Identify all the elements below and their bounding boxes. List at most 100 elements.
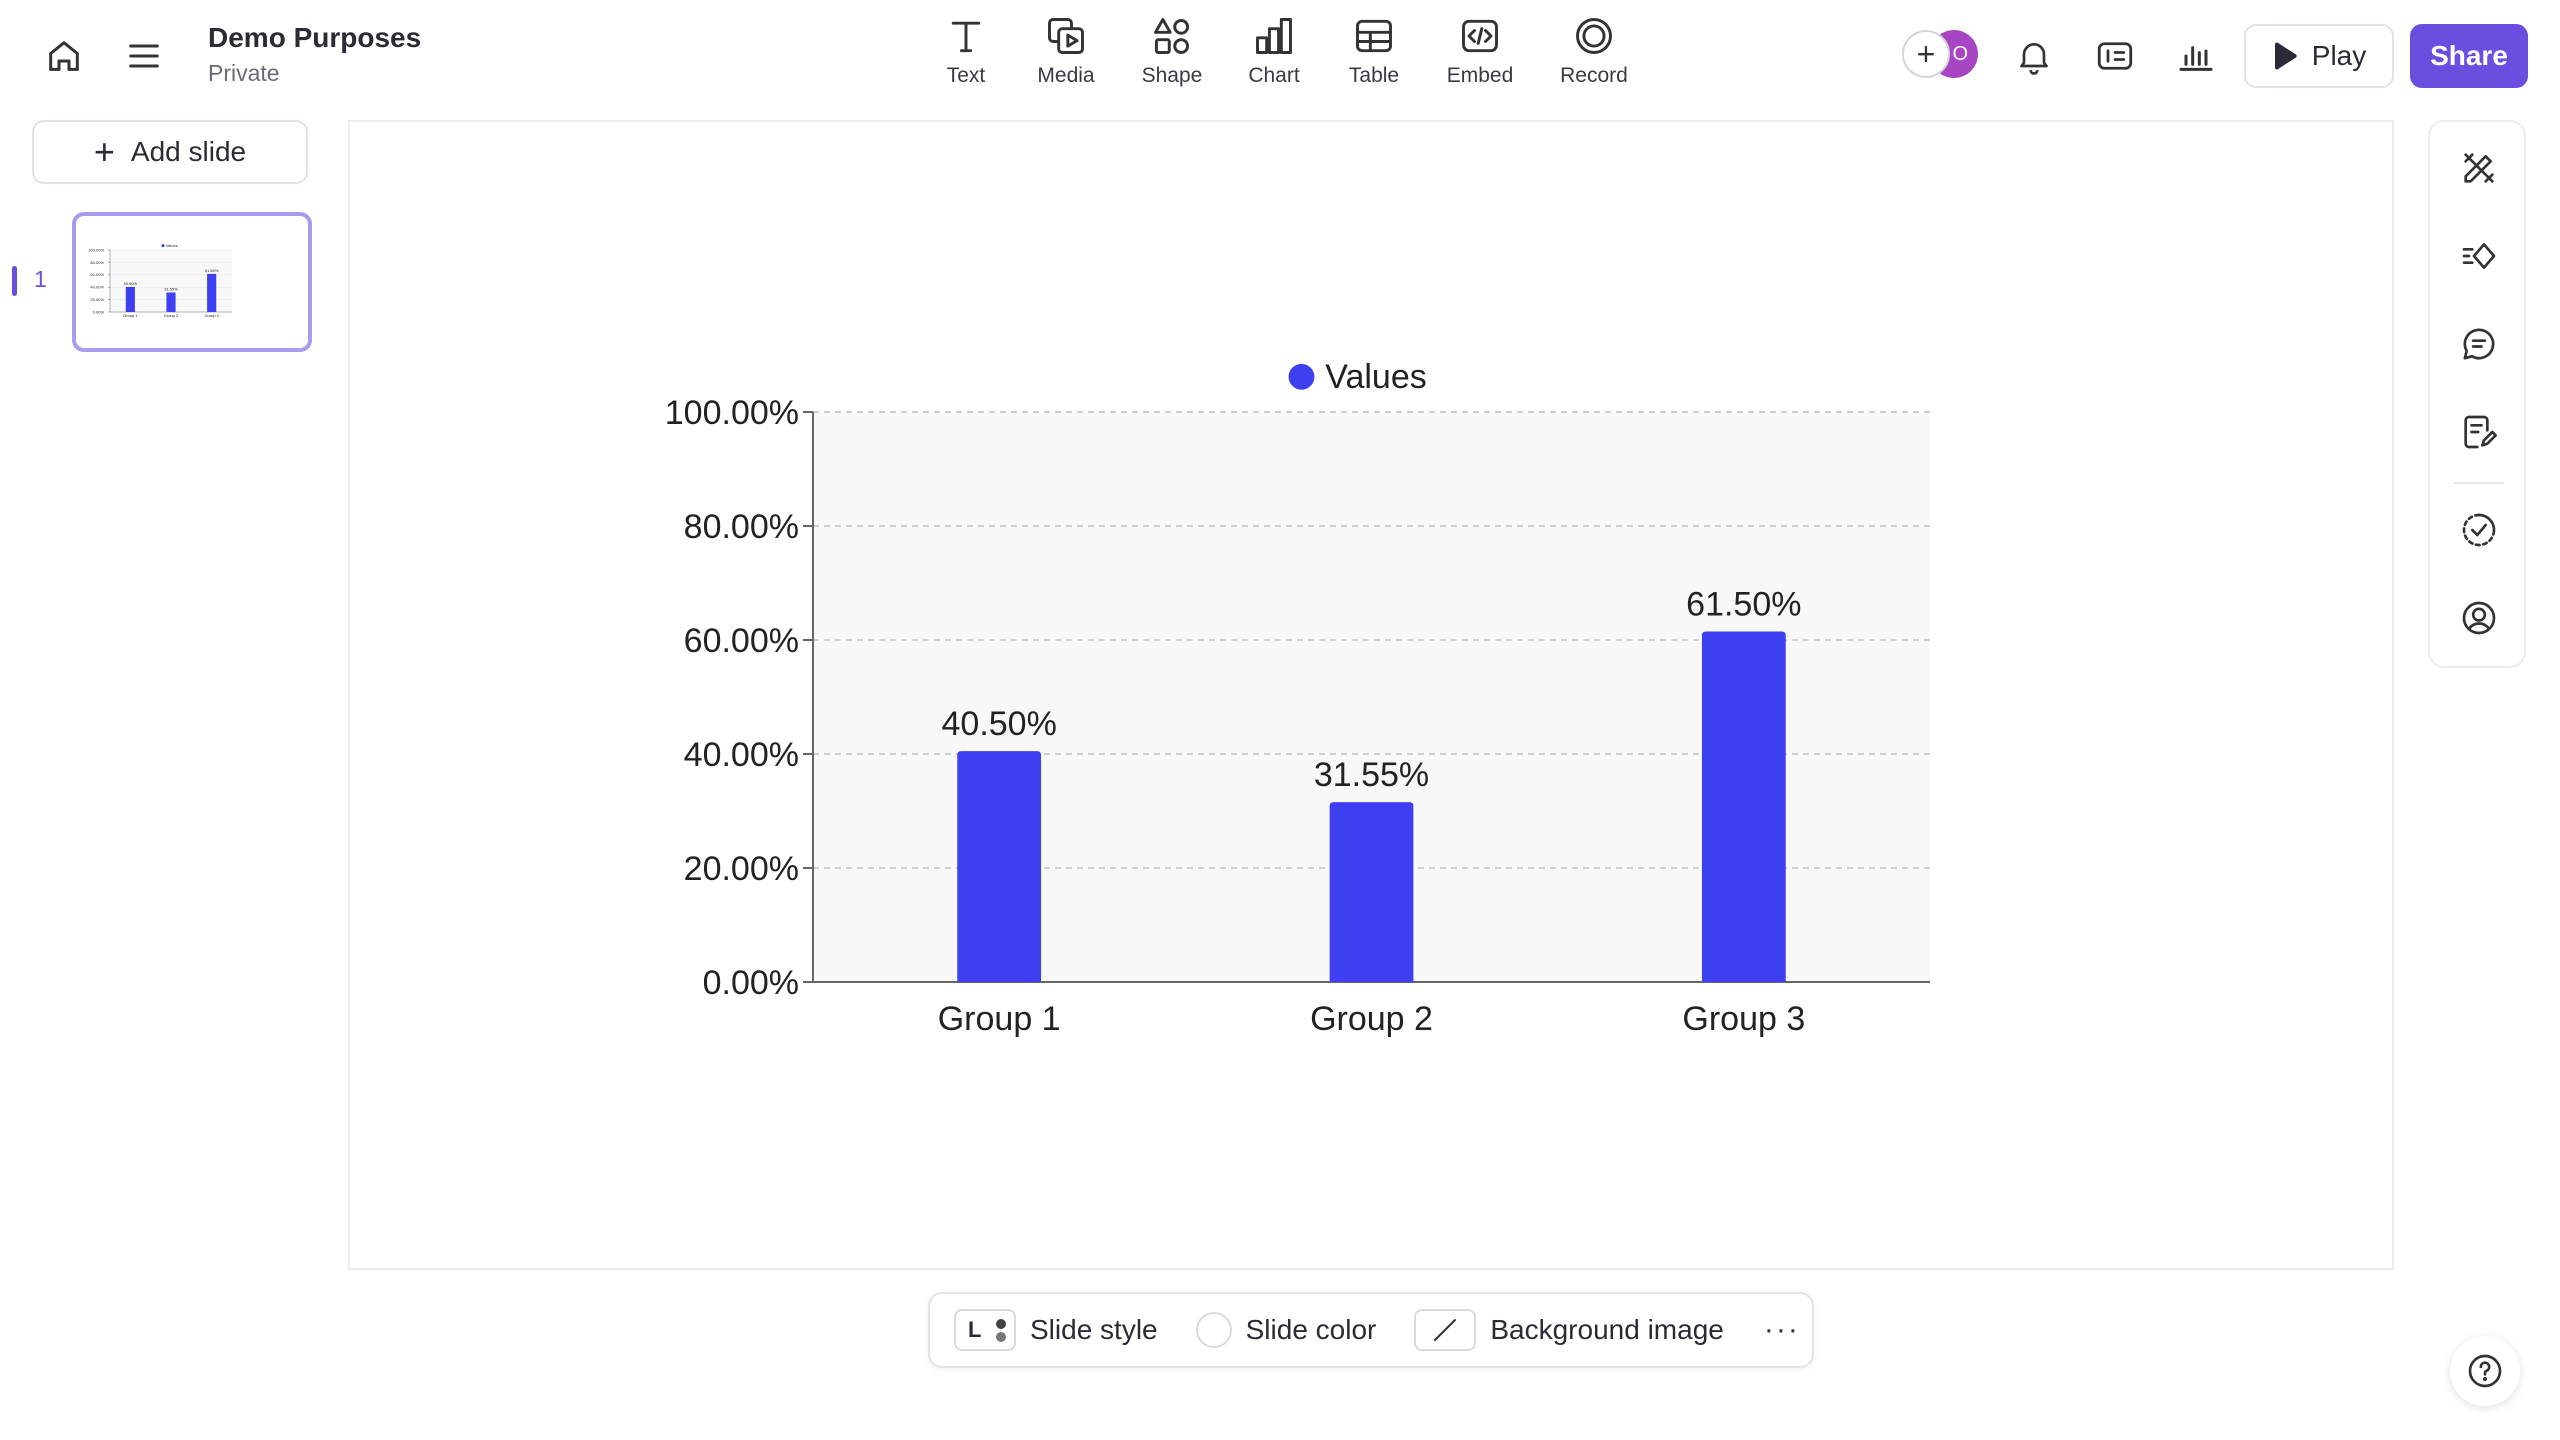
document-title[interactable]: Demo Purposes bbox=[208, 22, 422, 53]
tool-shape[interactable]: Shape bbox=[1134, 14, 1210, 98]
embed-code-icon bbox=[1462, 19, 1498, 53]
play-label: Play bbox=[2311, 40, 2367, 71]
y-tick-label: 100.00% bbox=[88, 247, 104, 252]
y-tick-label: 0.00% bbox=[93, 309, 105, 314]
bar bbox=[125, 286, 135, 312]
add-slide-label: Add slide bbox=[130, 136, 247, 167]
help-icon bbox=[2468, 1354, 2502, 1388]
design-tools-icon bbox=[2464, 153, 2494, 183]
legend-label: Values bbox=[166, 243, 178, 248]
approval-button[interactable] bbox=[2447, 498, 2511, 562]
document-visibility[interactable]: Private bbox=[208, 60, 280, 86]
no-image-icon bbox=[1414, 1309, 1477, 1351]
more-options-icon[interactable]: ··· bbox=[1763, 1313, 1800, 1346]
x-tick-label: Group 2 bbox=[1310, 1000, 1433, 1038]
tool-label: Embed bbox=[1446, 64, 1514, 87]
bar bbox=[1701, 631, 1786, 982]
slide-style-button[interactable]: L Slide style bbox=[954, 1309, 1158, 1351]
x-tick-label: Group 2 bbox=[164, 313, 179, 318]
data-label: 31.55% bbox=[164, 286, 178, 291]
table-icon bbox=[1356, 19, 1392, 53]
audience-button[interactable] bbox=[2447, 586, 2511, 650]
tool-embed[interactable]: Embed bbox=[1442, 14, 1518, 98]
record-icon bbox=[1576, 18, 1612, 54]
top-bar: Demo Purposes Private Text Media Shape C… bbox=[0, 0, 2560, 112]
style-dots-icon bbox=[996, 1318, 1006, 1342]
data-label: 61.50% bbox=[1686, 585, 1801, 623]
slide-settings-bar: L Slide style Slide color Background ima… bbox=[928, 1292, 1814, 1368]
home-button[interactable] bbox=[32, 24, 96, 88]
media-icon bbox=[1048, 18, 1084, 54]
bar-chart-icon bbox=[1256, 18, 1292, 54]
y-tick-label: 100.00% bbox=[665, 394, 799, 432]
tool-table[interactable]: Table bbox=[1336, 14, 1412, 98]
tool-record[interactable]: Record bbox=[1556, 14, 1632, 98]
slide-color-button[interactable]: Slide color bbox=[1195, 1312, 1377, 1348]
active-slide-marker bbox=[12, 266, 17, 296]
data-label: 40.50% bbox=[942, 705, 1057, 743]
menu-button[interactable] bbox=[112, 24, 176, 88]
bar-chart[interactable]: 0.00% 20.00% 40.00% 60.00% 80.00% 100.00% 40.5… bbox=[350, 122, 2392, 1268]
slide-thumbnail[interactable]: 0.00% 20.00% 40.00% 60.00% 80.00% 100.00% 40.5… bbox=[72, 212, 312, 352]
bar bbox=[166, 292, 176, 312]
y-tick-label: 80.00% bbox=[90, 260, 104, 265]
interactivity-button[interactable] bbox=[2447, 224, 2511, 288]
rail-divider bbox=[2454, 482, 2504, 484]
presenter-view-button[interactable] bbox=[2083, 24, 2147, 88]
plus-icon: + bbox=[93, 131, 115, 172]
style-letter: L bbox=[968, 1317, 982, 1342]
user-circle-icon bbox=[2462, 601, 2496, 635]
design-button[interactable] bbox=[2447, 136, 2511, 200]
slide-canvas[interactable]: 0.00% 20.00% 40.00% 60.00% 80.00% 100.00% 40.5… bbox=[348, 120, 2394, 1270]
tool-label: Shape bbox=[1141, 64, 1203, 87]
thumbnail-chart-preview: 0.00% 20.00% 40.00% 60.00% 80.00% 100.00% 40.5… bbox=[88, 243, 232, 318]
legend-marker bbox=[1288, 363, 1315, 390]
tool-media[interactable]: Media bbox=[1028, 14, 1104, 98]
y-tick-label: 20.00% bbox=[90, 297, 104, 302]
comment-icon bbox=[2463, 328, 2495, 360]
bell-icon bbox=[2020, 43, 2048, 75]
check-circle-icon bbox=[2462, 513, 2496, 547]
data-label: 31.55% bbox=[1314, 756, 1429, 794]
tool-label: Chart bbox=[1248, 64, 1300, 87]
speaker-notes-button[interactable] bbox=[2447, 400, 2511, 464]
notifications-button[interactable] bbox=[2002, 24, 2066, 88]
background-image-button[interactable]: Background image bbox=[1414, 1309, 1724, 1351]
share-button[interactable]: Share bbox=[2410, 24, 2528, 88]
add-slide-button[interactable]: + Add slide bbox=[32, 120, 308, 184]
home-icon bbox=[49, 41, 79, 71]
legend-label: Values bbox=[1325, 358, 1426, 396]
data-label: 40.50% bbox=[124, 281, 138, 286]
tool-chart[interactable]: Chart bbox=[1236, 14, 1312, 98]
x-tick-label: Group 3 bbox=[204, 313, 219, 318]
results-button[interactable] bbox=[2164, 24, 2228, 88]
play-button[interactable]: Play bbox=[2244, 24, 2394, 88]
y-tick-label: 40.00% bbox=[90, 285, 104, 290]
hamburger-menu-icon bbox=[129, 44, 159, 68]
comments-button[interactable] bbox=[2447, 312, 2511, 376]
interactivity-icon bbox=[2462, 243, 2496, 269]
bar bbox=[207, 273, 217, 312]
slide-color-label: Slide color bbox=[1245, 1314, 1377, 1345]
analytics-icon bbox=[2179, 46, 2213, 71]
background-image-label: Background image bbox=[1490, 1314, 1724, 1345]
collaborators[interactable]: + O bbox=[1902, 30, 1986, 80]
insert-toolbar: Text Media Shape Chart Table Embed Recor… bbox=[928, 14, 1632, 98]
bar bbox=[957, 751, 1042, 982]
tool-label: Record bbox=[1560, 64, 1628, 87]
tool-text[interactable]: Text bbox=[928, 14, 1004, 98]
legend-marker bbox=[161, 244, 165, 248]
y-tick-label: 60.00% bbox=[90, 272, 104, 277]
y-tick-label: 0.00% bbox=[703, 964, 799, 1002]
tool-label: Text bbox=[946, 64, 986, 87]
y-tick-label: 20.00% bbox=[684, 850, 799, 888]
y-tick-label: 40.00% bbox=[684, 736, 799, 774]
notes-edit-icon bbox=[2464, 415, 2497, 449]
data-label: 61.50% bbox=[205, 268, 219, 273]
help-button[interactable] bbox=[2450, 1336, 2520, 1406]
play-icon bbox=[2274, 42, 2297, 70]
add-collaborator-button[interactable]: + bbox=[1902, 30, 1950, 78]
x-tick-label: Group 3 bbox=[1682, 1000, 1805, 1038]
right-rail bbox=[2428, 120, 2526, 668]
y-tick-label: 80.00% bbox=[684, 508, 799, 546]
